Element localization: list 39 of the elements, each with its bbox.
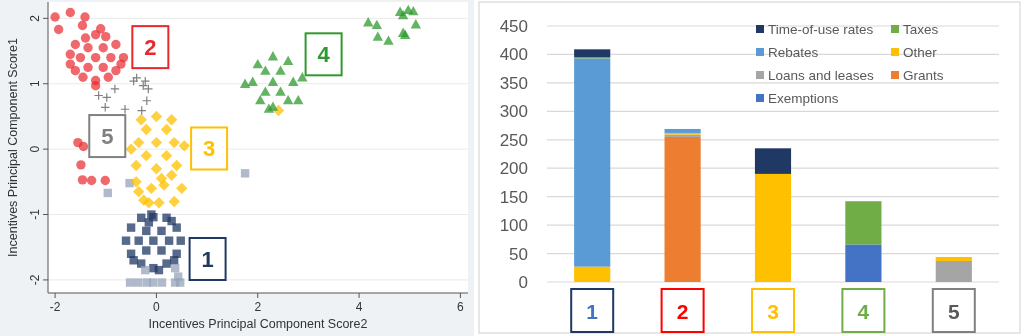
x-tick-label: 2	[676, 300, 689, 323]
x-axis-title: Incentives Principal Component Score2	[148, 317, 368, 331]
y-tick-label: 400	[499, 45, 528, 65]
series-label: 1	[201, 247, 214, 272]
y-tick-label: 450	[499, 17, 528, 36]
x-tick-label: 4	[857, 300, 870, 323]
x-tick-label: 5	[947, 300, 960, 323]
x-tick-label: 6	[457, 300, 465, 314]
y-tick-label: 150	[499, 187, 528, 207]
series-label: 4	[317, 42, 331, 68]
legend-label: Rebates	[768, 45, 819, 60]
legend-label: Taxes	[903, 22, 939, 37]
y-tick-label: 1	[28, 80, 42, 88]
series-label: 2	[144, 35, 157, 61]
y-tick-label: 200	[499, 159, 528, 179]
legend-label: Exemptions	[768, 91, 839, 106]
legend-label: Grants	[903, 68, 944, 83]
legend-label: Loans and leases	[768, 68, 875, 83]
y-tick-label: -1	[28, 208, 42, 220]
y-tick-label: -2	[28, 274, 42, 286]
x-tick-label: 0	[153, 300, 161, 314]
legend-label: Time-of-use rates	[768, 22, 874, 37]
y-tick-label: 100	[499, 216, 528, 236]
legend-label: Other	[903, 45, 938, 60]
y-tick-label: 0	[518, 273, 528, 292]
y-tick-label: 2	[28, 14, 42, 22]
series-label: 5	[101, 124, 114, 150]
x-tick-label: 3	[767, 300, 779, 323]
y-tick-label: 50	[509, 244, 528, 264]
y-tick-label: 300	[499, 102, 528, 122]
series-label: 3	[202, 136, 216, 162]
x-tick-label: -2	[49, 300, 61, 314]
y-tick-label: 250	[499, 130, 528, 150]
y-tick-label: 350	[499, 73, 528, 93]
y-tick-label: 0	[28, 145, 42, 153]
y-axis-title: Incentives Principal Component Score1	[6, 38, 20, 257]
x-tick-label: 1	[586, 300, 599, 323]
x-tick-label: 2	[254, 300, 262, 314]
x-tick-label: 4	[355, 300, 363, 314]
